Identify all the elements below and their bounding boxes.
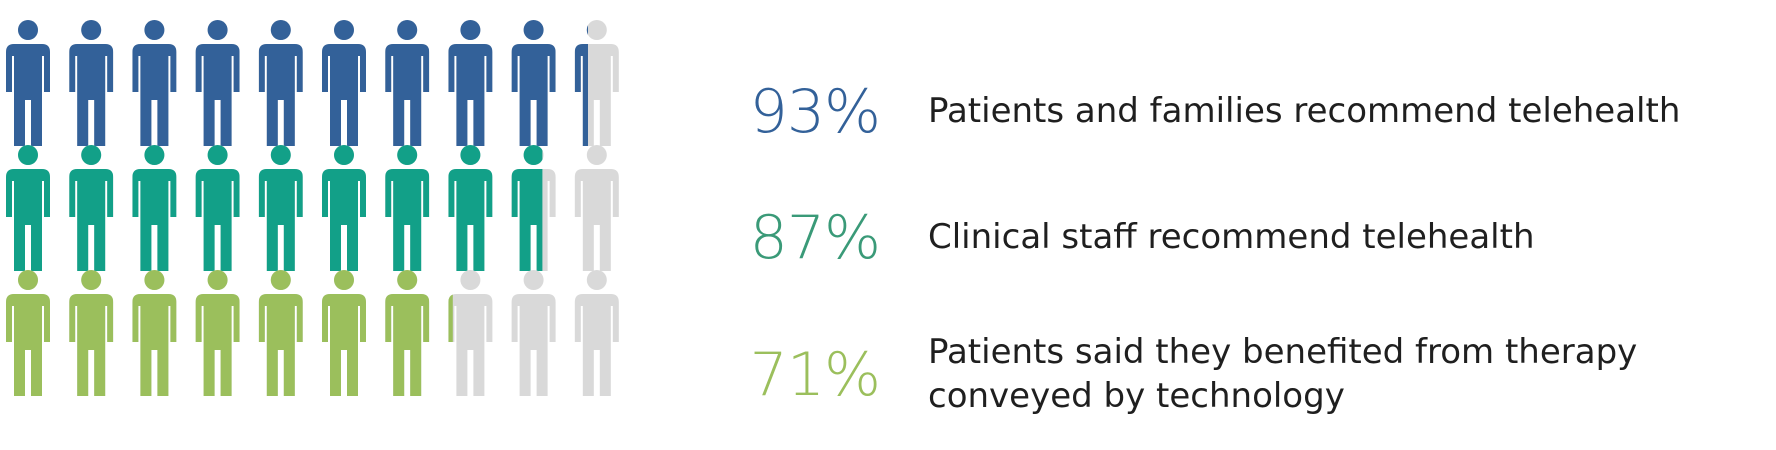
person-icon [574,20,619,146]
stat-label: Patients said they benefited from therap… [928,332,1638,416]
stat-row-patients-benefited: 71% Patients said they benefited from th… [740,320,1760,430]
pictogram-row-2 [6,270,619,396]
person-icon [6,145,50,271]
person-icon [322,145,366,271]
person-icon [322,20,366,146]
person-icon [258,20,303,146]
person-icon [69,20,114,146]
person-icon [448,270,493,396]
person-icon [385,20,430,146]
person-icon [322,270,366,396]
person-icon [258,270,303,396]
person-icon [511,20,556,146]
person-icon [385,145,430,271]
percent-value: 87% [749,203,881,273]
person-icon [69,145,114,271]
pictogram-chart [6,20,619,396]
person-icon [258,145,303,271]
person-icon [132,145,177,271]
person-icon [195,20,240,146]
pictogram-row-0 [6,20,619,146]
stat-row-clinical-staff: 87% Clinical staff recommend telehealth [740,198,1760,278]
person-icon [574,145,619,271]
person-icon [195,145,240,271]
person-icon [574,270,619,396]
stat-row-patients-families: 93% Patients and families recommend tele… [740,72,1760,152]
person-icon [511,270,556,396]
stat-label: Patients and families recommend teleheal… [928,91,1681,132]
percent-value: 93% [749,77,881,147]
pictogram-row-1 [6,145,619,271]
person-icon [6,20,50,146]
person-icon [6,270,50,396]
person-icon [132,20,177,146]
person-icon [448,20,493,146]
person-icon [385,270,430,396]
person-icon [132,270,177,396]
stat-label: Clinical staff recommend telehealth [928,217,1535,258]
percent-value: 71% [749,340,881,410]
person-icon [511,145,556,271]
person-icon [448,145,493,271]
person-icon [195,270,240,396]
person-icon [69,270,114,396]
